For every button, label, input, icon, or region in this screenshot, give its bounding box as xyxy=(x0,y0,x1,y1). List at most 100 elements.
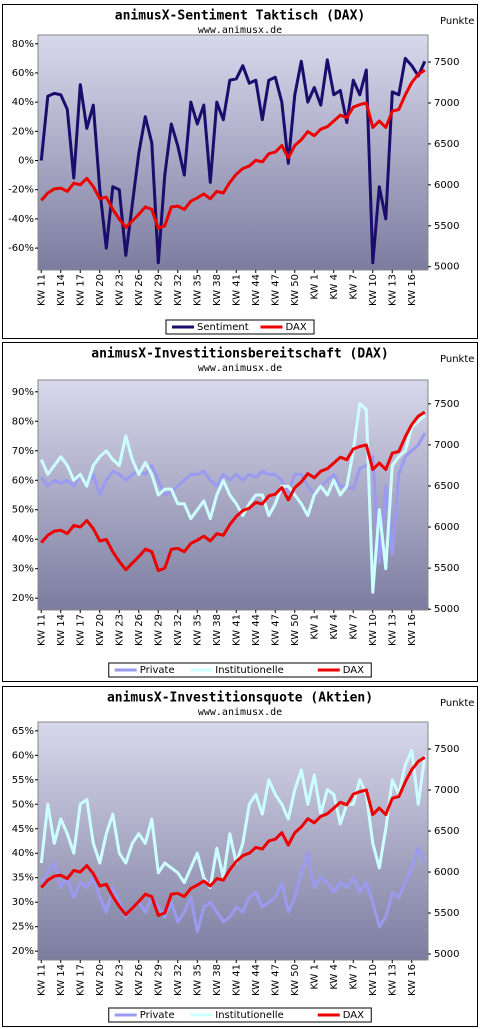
plot-area xyxy=(37,721,429,961)
x-tick-label: KW 35 xyxy=(192,614,203,646)
x-tick-label: KW 16 xyxy=(407,274,418,306)
y-tick-label: 60% xyxy=(12,475,34,486)
y-tick-label: 65% xyxy=(12,726,34,737)
y-tick-label: -60% xyxy=(8,243,34,254)
y-tick-label: 20% xyxy=(12,126,34,137)
y2-tick-label: 5000 xyxy=(434,949,459,960)
legend-label: Sentiment xyxy=(197,322,249,333)
y2-tick-label: 5500 xyxy=(434,908,459,919)
legend-label: DAX xyxy=(286,322,307,333)
x-tick-label: KW 4 xyxy=(329,274,340,300)
y-tick-label: 80% xyxy=(12,416,34,427)
y-tick-label: 50% xyxy=(12,505,34,516)
x-tick-label: KW 10 xyxy=(368,274,379,306)
x-tick-label: KW 14 xyxy=(56,614,67,646)
x-tick-label: KW 26 xyxy=(134,964,145,996)
x-tick-label: KW 47 xyxy=(270,964,281,996)
chart-title: animusX-Sentiment Taktisch (DAX) xyxy=(115,9,365,24)
x-tick-label: KW 4 xyxy=(329,614,340,640)
legend xyxy=(108,662,372,678)
y-tick-label: 80% xyxy=(12,39,34,50)
plot-area xyxy=(37,379,429,611)
x-tick-label: KW 1 xyxy=(309,614,320,640)
x-tick-label: KW 41 xyxy=(231,964,242,996)
y-tick-label: 30% xyxy=(12,897,34,908)
x-tick-label: KW 13 xyxy=(387,274,398,306)
series-line xyxy=(39,402,426,594)
x-tick-label: KW 10 xyxy=(368,964,379,996)
x-tick-label: KW 1 xyxy=(309,964,320,990)
x-tick-label: KW 7 xyxy=(348,274,359,300)
y-tick-label: 25% xyxy=(12,922,34,933)
legend-label: Private xyxy=(140,665,175,676)
y-tick-label: 45% xyxy=(12,824,34,835)
y-tick-label: 40% xyxy=(12,97,34,108)
x-tick-label: KW 11 xyxy=(36,964,47,996)
y-tick-label: 60% xyxy=(12,68,34,79)
y-tick-label: 70% xyxy=(12,446,34,457)
y2-tick-label: 5500 xyxy=(434,221,459,232)
x-tick-label: KW 26 xyxy=(134,274,145,306)
x-tick-label: KW 32 xyxy=(173,614,184,646)
y-tick-label: 40% xyxy=(12,848,34,859)
x-tick-label: KW 11 xyxy=(36,274,47,306)
x-tick-label: KW 29 xyxy=(153,274,164,306)
x-tick-label: KW 1 xyxy=(309,274,320,300)
x-tick-label: KW 20 xyxy=(95,614,106,646)
x-tick-label: KW 41 xyxy=(231,614,242,646)
x-tick-label: KW 44 xyxy=(251,274,262,306)
y2-tick-label: 7000 xyxy=(434,440,459,451)
x-tick-label: KW 29 xyxy=(153,964,164,996)
x-tick-label: KW 23 xyxy=(114,614,125,646)
x-tick-label: KW 11 xyxy=(36,614,47,646)
y-tick-label: 20% xyxy=(12,593,34,604)
chart-title: animusX-Investitionsbereitschaft (DAX) xyxy=(91,347,388,362)
legend-label: Institutionelle xyxy=(215,1010,283,1021)
x-tick-label: KW 13 xyxy=(387,614,398,646)
y-tick-label: 30% xyxy=(12,564,34,575)
x-tick-label: KW 32 xyxy=(173,964,184,996)
x-tick-label: KW 23 xyxy=(114,964,125,996)
chart-title: animusX-Investitionsquote (Aktien) xyxy=(107,691,373,706)
legend xyxy=(108,1007,372,1023)
y2-tick-label: 5000 xyxy=(434,262,459,273)
y2-tick-label: 5500 xyxy=(434,563,459,574)
x-tick-label: KW 17 xyxy=(75,964,86,996)
y2-axis-label: Punkte xyxy=(440,354,474,365)
y-tick-label: -40% xyxy=(8,214,34,225)
series-line xyxy=(39,748,427,889)
legend-label: Institutionelle xyxy=(215,665,283,676)
y-tick-label: 35% xyxy=(12,873,34,884)
x-tick-label: KW 50 xyxy=(290,964,301,996)
x-tick-label: KW 17 xyxy=(75,274,86,306)
y2-tick-label: 6000 xyxy=(434,522,459,533)
y-tick-label: -20% xyxy=(8,185,34,196)
x-tick-label: KW 7 xyxy=(348,614,359,640)
y2-tick-label: 7500 xyxy=(434,57,459,68)
y2-tick-label: 6500 xyxy=(434,826,459,837)
y-tick-label: 0% xyxy=(18,156,34,167)
x-tick-label: KW 29 xyxy=(153,614,164,646)
legend xyxy=(165,319,315,335)
series-line xyxy=(40,410,426,573)
x-tick-label: KW 38 xyxy=(212,964,223,996)
x-tick-label: KW 17 xyxy=(75,614,86,646)
x-tick-label: KW 4 xyxy=(329,964,340,990)
y-tick-label: 40% xyxy=(12,534,34,545)
x-tick-label: KW 38 xyxy=(212,274,223,306)
y-tick-label: 60% xyxy=(12,750,34,761)
x-tick-label: KW 16 xyxy=(407,614,418,646)
y2-tick-label: 6500 xyxy=(434,481,459,492)
y2-tick-label: 6500 xyxy=(434,139,459,150)
y2-tick-label: 7500 xyxy=(434,399,459,410)
x-tick-label: KW 16 xyxy=(407,964,418,996)
y-tick-label: 50% xyxy=(12,799,34,810)
x-tick-label: KW 32 xyxy=(173,274,184,306)
x-tick-label: KW 44 xyxy=(251,614,262,646)
y-tick-label: 90% xyxy=(12,387,34,398)
x-tick-label: KW 7 xyxy=(348,964,359,990)
y2-tick-label: 7500 xyxy=(434,744,459,755)
y2-tick-label: 7000 xyxy=(434,98,459,109)
series-line xyxy=(40,432,427,565)
